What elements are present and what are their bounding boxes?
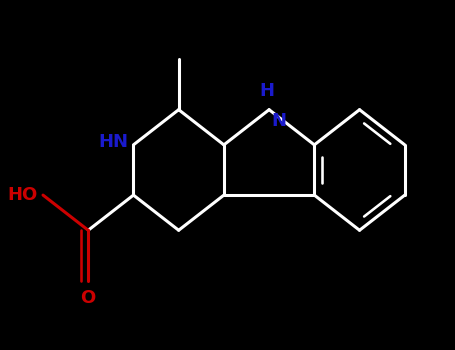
Text: HO: HO bbox=[8, 186, 38, 204]
Text: H: H bbox=[260, 82, 275, 100]
Text: HN: HN bbox=[98, 133, 128, 151]
Text: N: N bbox=[271, 112, 286, 130]
Text: O: O bbox=[81, 288, 96, 307]
